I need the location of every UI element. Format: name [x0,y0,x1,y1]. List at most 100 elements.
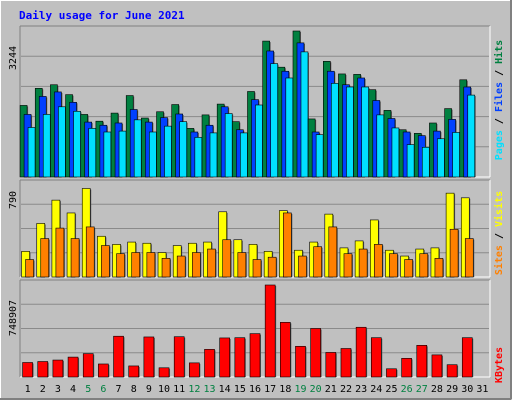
bar-pages-day-19 [300,51,309,178]
bar-sites-day-14 [222,239,231,278]
legend-entry: Sites [493,245,505,275]
bar-kbytes-day-3 [52,359,64,378]
x-tick-label-day-13: 13 [203,384,215,395]
bar-pages-day-1 [27,127,36,178]
chart-title: Daily usage for June 2021 [19,9,185,22]
x-tick-label-day-14: 14 [219,384,231,395]
bar-kbytes-day-11 [173,336,185,378]
bar-kbytes-day-5 [82,353,94,378]
bar-sites-day-25 [389,253,398,278]
bar-sites-day-16 [252,259,262,278]
legend-label: Pages / Files / Hits [493,40,505,160]
bar-sites-day-13 [207,248,216,278]
x-tick-label-day-28: 28 [431,384,443,395]
legend-label: KBytes [494,347,505,383]
x-tick-label-day-18: 18 [279,384,291,395]
x-tick-label-day-7: 7 [116,384,122,395]
bar-sites-day-18 [283,212,292,278]
bar-pages-day-6 [103,131,112,178]
bar-pages-day-20 [315,134,324,178]
bar-pages-day-29 [452,132,460,178]
bar-kbytes-day-1 [22,362,33,378]
x-tick-label-day-31: 31 [476,384,488,395]
bar-kbytes-day-13 [204,349,215,378]
bar-kbytes-day-26 [401,358,412,378]
x-tick-label-day-8: 8 [131,384,137,395]
bar-kbytes-day-14 [219,337,230,378]
bar-pages-day-17 [270,63,278,178]
x-tick-label-day-2: 2 [40,384,46,395]
bar-sites-day-30 [464,238,474,278]
bar-sites-day-6 [101,245,110,278]
legend-entry: Hits [493,40,505,64]
bar-pages-day-30 [467,94,476,178]
x-tick-label-day-4: 4 [70,384,76,395]
bar-pages-day-5 [88,128,97,178]
bar-sites-day-26 [404,259,413,278]
bar-sites-day-29 [449,228,459,278]
bar-pages-day-12 [194,137,203,178]
x-tick-label-day-27: 27 [416,384,428,395]
bar-kbytes-day-16 [249,333,261,378]
bar-pages-day-7 [118,130,127,178]
bar-kbytes-day-4 [67,356,79,378]
bar-sites-day-2 [40,238,50,278]
bar-sites-day-17 [267,256,277,278]
x-tick-label-day-9: 9 [146,384,152,395]
bar-pages-day-3 [58,106,66,178]
y-axis-max-label: 748907 [8,300,19,336]
x-tick-label-day-25: 25 [385,384,397,395]
bar-sites-day-24 [373,244,383,278]
bar-sites-day-23 [358,248,368,278]
x-tick-label-day-29: 29 [446,384,458,395]
bar-sites-day-21 [328,226,338,278]
y-axis-max-label: 790 [8,191,19,209]
bar-kbytes-day-29 [446,364,458,378]
bar-kbytes-day-20 [310,328,321,378]
bar-pages-day-23 [361,86,369,178]
x-tick-label-day-19: 19 [294,384,306,395]
bar-pages-day-11 [179,121,187,178]
bar-sites-day-28 [434,258,444,278]
bar-sites-day-10 [161,258,171,278]
bar-kbytes-day-19 [295,345,306,378]
bar-sites-day-27 [419,253,429,278]
x-tick-label-day-20: 20 [310,384,322,395]
bar-pages-day-27 [421,146,430,178]
x-tick-label-day-26: 26 [401,384,413,395]
x-tick-label-day-12: 12 [188,384,200,395]
bar-pages-day-10 [164,125,172,178]
bar-pages-day-2 [42,114,51,178]
x-tick-label-day-10: 10 [158,384,170,395]
bar-sites-day-4 [70,238,80,278]
bar-sites-day-11 [176,255,186,278]
bar-sites-day-15 [237,252,247,278]
bar-kbytes-day-2 [37,361,49,378]
bar-pages-day-15 [240,132,248,178]
x-axis-labels: 1 2 3 4 5 6 7 8 9 10 11 12 13 14 15 16 17 18 19 20 21 22 23 24 2… [25,384,489,395]
x-tick-label-day-16: 16 [249,384,261,395]
bar-kbytes-day-22 [340,348,352,378]
legend-entry: Pages [494,130,505,160]
bar-kbytes-day-6 [98,363,109,378]
x-tick-label-day-15: 15 [234,384,246,395]
bar-kbytes-day-9 [143,336,155,378]
bar-sites-day-20 [313,246,322,278]
x-tick-label-day-17: 17 [264,384,276,395]
bar-pages-day-28 [437,138,445,178]
bar-pages-day-8 [133,119,142,178]
bar-kbytes-day-27 [416,345,428,378]
bar-sites-day-12 [192,252,201,278]
chart-panel-2: 790 Sites / Visits [8,179,505,278]
x-tick-label-day-21: 21 [325,384,337,395]
chart-panel-3: 748907 KBytes [8,279,505,383]
bar-pages-day-9 [149,131,157,178]
bar-pages-day-26 [406,144,415,178]
bar-sites-day-8 [131,252,141,278]
legend-label: Sites / Visits [493,191,505,275]
y-axis-max-label: 3244 [8,46,19,70]
legend-entry: Visits [493,191,505,227]
legend-entry: Files [493,82,505,112]
x-tick-label-day-6: 6 [100,384,106,395]
